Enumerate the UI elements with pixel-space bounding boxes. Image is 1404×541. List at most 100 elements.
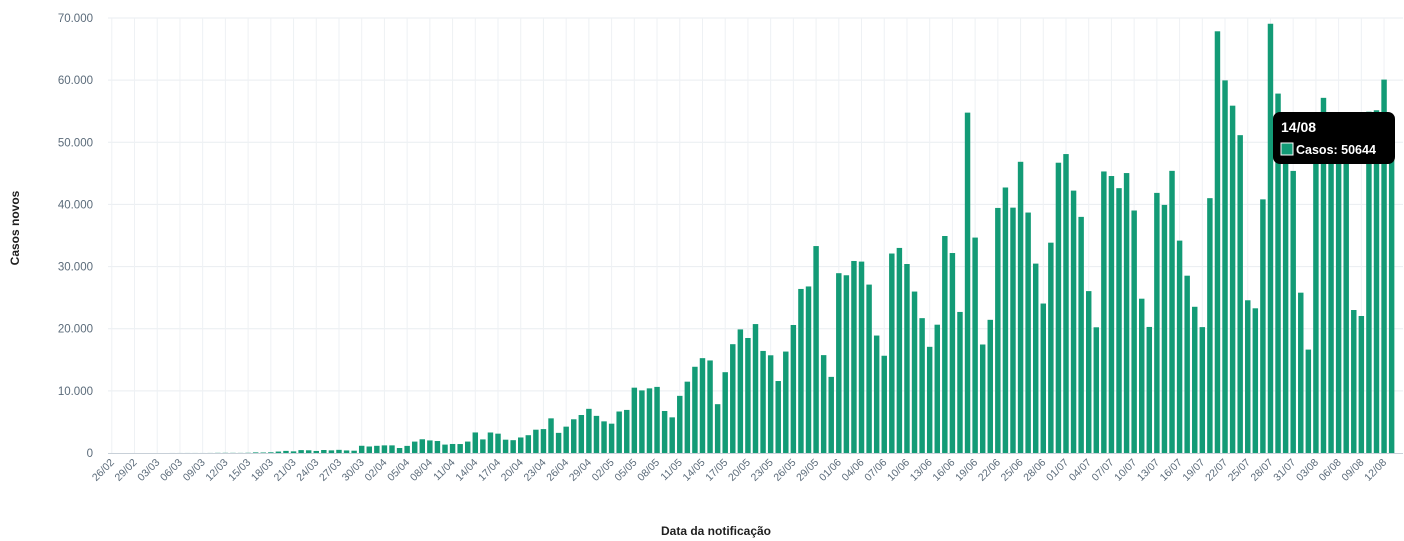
- bar-10/04[interactable]: [442, 444, 448, 453]
- bar-14/07[interactable]: [1161, 204, 1168, 453]
- bar-14/06[interactable]: [934, 324, 940, 453]
- bar-13/05[interactable]: [692, 366, 698, 453]
- bar-21/03[interactable]: [290, 451, 297, 453]
- bar-16/06[interactable]: [949, 253, 956, 453]
- bar-26/04[interactable]: [563, 426, 569, 453]
- bar-05/08[interactable]: [1328, 112, 1334, 453]
- bar-07/08[interactable]: [1343, 142, 1349, 453]
- bar-11/05[interactable]: [677, 395, 683, 453]
- bar-09/04[interactable]: [434, 441, 441, 453]
- bar-24/03[interactable]: [313, 450, 319, 453]
- bar-30/06[interactable]: [1055, 162, 1062, 453]
- bar-29/07[interactable]: [1275, 93, 1281, 454]
- bar-28/07[interactable]: [1267, 23, 1274, 454]
- bar-28/03[interactable]: [343, 450, 350, 453]
- bar-09/07[interactable]: [1123, 173, 1130, 454]
- bar-13/08[interactable]: [1388, 138, 1395, 454]
- bar-29/05[interactable]: [813, 246, 819, 453]
- bar-05/04[interactable]: [404, 445, 410, 453]
- bar-16/04[interactable]: [487, 432, 494, 453]
- bar-28/05[interactable]: [805, 286, 812, 453]
- bar-19/05[interactable]: [737, 329, 744, 453]
- bar-18/05[interactable]: [730, 344, 736, 453]
- bar-25/04[interactable]: [555, 432, 562, 453]
- bar-05/07[interactable]: [1093, 327, 1100, 453]
- bar-04/05[interactable]: [624, 409, 630, 453]
- bar-22/05[interactable]: [760, 350, 766, 453]
- bar-13/07[interactable]: [1154, 192, 1160, 453]
- bar-20/07[interactable]: [1207, 198, 1213, 453]
- bar-04/06[interactable]: [858, 261, 865, 453]
- bar-11/06[interactable]: [911, 291, 918, 453]
- bar-27/07[interactable]: [1260, 199, 1266, 453]
- bar-28/04[interactable]: [578, 414, 585, 453]
- bar-19/07[interactable]: [1199, 327, 1206, 453]
- bar-26/05[interactable]: [790, 324, 797, 453]
- bar-17/04[interactable]: [495, 433, 501, 453]
- bar-22/04[interactable]: [533, 429, 539, 453]
- bar-14/04[interactable]: [472, 432, 479, 453]
- bar-19/04[interactable]: [510, 440, 516, 453]
- bar-24/05[interactable]: [775, 381, 781, 453]
- bar-19/06[interactable]: [972, 237, 978, 453]
- bar-08/05[interactable]: [654, 386, 660, 453]
- bar-06/08[interactable]: [1335, 122, 1342, 454]
- bar-11/07[interactable]: [1139, 298, 1145, 453]
- bar-17/06[interactable]: [957, 311, 963, 453]
- bar-12/05[interactable]: [684, 381, 691, 453]
- bar-24/06[interactable]: [1010, 207, 1016, 453]
- bar-06/06[interactable]: [873, 335, 880, 453]
- bar-01/08[interactable]: [1298, 292, 1304, 453]
- bar-30/07[interactable]: [1282, 127, 1289, 453]
- bar-13/06[interactable]: [926, 346, 933, 453]
- bar-07/07[interactable]: [1108, 176, 1115, 453]
- bar-23/06[interactable]: [1002, 187, 1009, 454]
- bar-22/06[interactable]: [995, 207, 1001, 453]
- bar-28/06[interactable]: [1040, 303, 1047, 453]
- bar-18/06[interactable]: [964, 112, 971, 453]
- bar-05/06[interactable]: [866, 284, 872, 453]
- bar-16/05[interactable]: [714, 404, 721, 453]
- bar-07/04[interactable]: [419, 439, 426, 453]
- bar-08/04[interactable]: [427, 440, 433, 453]
- bar-21/07[interactable]: [1214, 31, 1221, 453]
- bar-13/04[interactable]: [464, 441, 471, 453]
- bar-23/07[interactable]: [1229, 105, 1236, 453]
- bar-30/04[interactable]: [593, 415, 600, 453]
- bar-11/08[interactable]: [1373, 110, 1380, 453]
- bar-25/06[interactable]: [1017, 161, 1024, 453]
- bar-10/06[interactable]: [904, 264, 910, 453]
- bar-02/05[interactable]: [608, 423, 615, 453]
- bar-20/04[interactable]: [518, 437, 524, 453]
- bar-03/04[interactable]: [389, 445, 395, 453]
- bar-06/07[interactable]: [1101, 171, 1107, 453]
- bar-27/03[interactable]: [336, 449, 342, 453]
- bar-03/08[interactable]: [1313, 132, 1319, 453]
- bar-14/05[interactable]: [699, 358, 706, 453]
- bar-04/08[interactable]: [1320, 97, 1327, 454]
- bar-26/06[interactable]: [1025, 212, 1031, 453]
- bar-15/05[interactable]: [707, 360, 713, 453]
- bar-12/04[interactable]: [457, 444, 463, 453]
- bar-25/05[interactable]: [783, 351, 789, 453]
- bar-23/03[interactable]: [305, 450, 312, 453]
- bar-04/04[interactable]: [396, 448, 403, 453]
- bar-06/04[interactable]: [411, 441, 418, 453]
- bar-29/04[interactable]: [586, 408, 592, 453]
- bar-10/05[interactable]: [669, 417, 675, 453]
- bar-29/06[interactable]: [1048, 242, 1054, 453]
- bar-09/05[interactable]: [661, 410, 668, 453]
- bar-02/04[interactable]: [381, 445, 388, 453]
- bar-25/03[interactable]: [321, 450, 327, 453]
- bar-23/05[interactable]: [767, 355, 774, 453]
- bar-31/03[interactable]: [366, 446, 372, 453]
- bar-01/04[interactable]: [374, 445, 380, 453]
- bar-31/05[interactable]: [828, 376, 834, 453]
- bar-18/07[interactable]: [1192, 306, 1198, 453]
- bar-08/08[interactable]: [1351, 310, 1357, 453]
- bar-29/03[interactable]: [351, 450, 357, 453]
- bar-09/08[interactable]: [1358, 315, 1365, 453]
- bar-15/07[interactable]: [1169, 170, 1175, 453]
- bar-12/06[interactable]: [919, 318, 925, 453]
- bar-18/03[interactable]: [268, 452, 274, 453]
